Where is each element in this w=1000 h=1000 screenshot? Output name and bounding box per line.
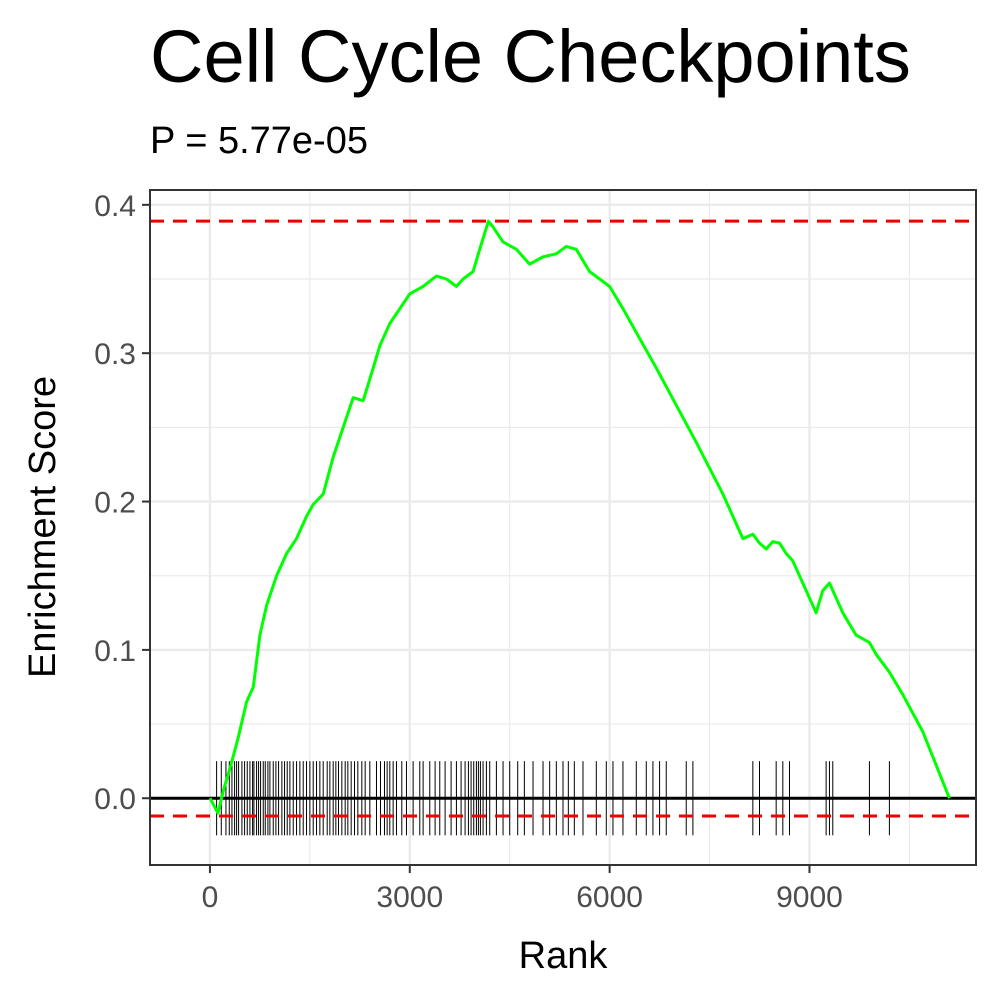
y-tick-label: 0.2 <box>94 487 136 520</box>
chart-title: Cell Cycle Checkpoints <box>150 15 911 98</box>
y-tick-label: 0.4 <box>94 190 136 223</box>
x-axis: 0 3000 6000 9000 <box>202 865 843 914</box>
x-tick-label: 0 <box>202 881 219 914</box>
x-axis-title: Rank <box>519 935 609 977</box>
panel-border <box>149 189 977 866</box>
chart-subtitle: P = 5.77e-05 <box>150 120 368 162</box>
y-tick-label: 0.0 <box>94 783 136 816</box>
enrichment-curve <box>208 219 951 815</box>
y-tick-label: 0.3 <box>94 338 136 371</box>
grid <box>150 190 976 865</box>
x-tick-label: 9000 <box>776 881 843 914</box>
enrichment-curve-layer <box>208 219 951 815</box>
y-axis-title: Enrichment Score <box>22 376 64 678</box>
y-axis: 0.0 0.1 0.2 0.3 0.4 <box>94 190 150 816</box>
x-tick-label: 3000 <box>376 881 443 914</box>
x-tick-label: 6000 <box>576 881 643 914</box>
reference-lines <box>150 219 976 818</box>
y-tick-label: 0.1 <box>94 635 136 668</box>
